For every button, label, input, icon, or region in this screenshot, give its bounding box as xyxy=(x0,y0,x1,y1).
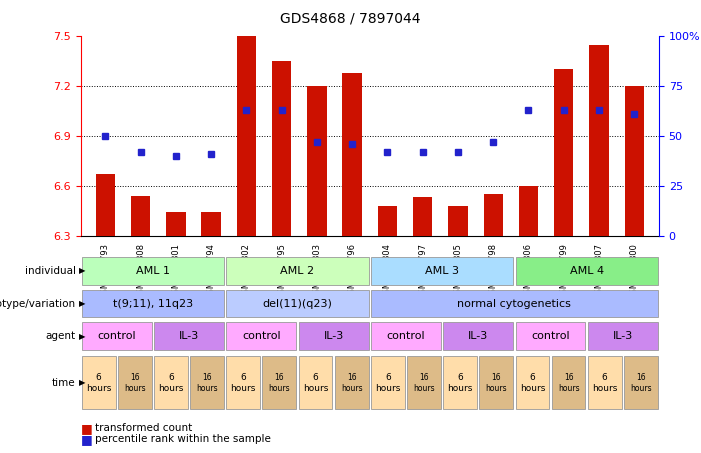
Text: 6
hours: 6 hours xyxy=(447,373,473,393)
Text: IL-3: IL-3 xyxy=(323,331,343,341)
Bar xyxy=(166,212,186,236)
Text: 6
hours: 6 hours xyxy=(592,373,618,393)
Text: GDS4868 / 7897044: GDS4868 / 7897044 xyxy=(280,11,421,25)
Text: IL-3: IL-3 xyxy=(613,331,633,341)
Bar xyxy=(588,356,622,410)
Text: AML 1: AML 1 xyxy=(136,266,170,276)
Bar xyxy=(371,356,404,410)
Text: control: control xyxy=(531,331,570,341)
Text: 6
hours: 6 hours xyxy=(158,373,184,393)
Text: normal cytogenetics: normal cytogenetics xyxy=(458,299,571,308)
Text: percentile rank within the sample: percentile rank within the sample xyxy=(95,434,271,444)
Text: ■: ■ xyxy=(81,433,93,446)
Text: time: time xyxy=(52,378,76,388)
Text: ▶: ▶ xyxy=(79,332,86,341)
Text: 6
hours: 6 hours xyxy=(375,373,400,393)
Text: t(9;11), 11q23: t(9;11), 11q23 xyxy=(113,299,193,308)
Bar xyxy=(625,86,644,236)
Bar xyxy=(343,73,362,236)
Bar xyxy=(272,61,292,236)
Text: 6
hours: 6 hours xyxy=(519,373,545,393)
Text: AML 2: AML 2 xyxy=(280,266,315,276)
Bar xyxy=(624,356,658,410)
Bar xyxy=(371,257,513,285)
Bar xyxy=(307,86,327,236)
Text: control: control xyxy=(97,331,136,341)
Bar xyxy=(554,69,573,236)
Text: 6
hours: 6 hours xyxy=(303,373,328,393)
Bar xyxy=(443,356,477,410)
Bar xyxy=(407,356,441,410)
Bar xyxy=(448,206,468,236)
Text: agent: agent xyxy=(46,331,76,341)
Bar xyxy=(226,322,297,350)
Text: ■: ■ xyxy=(81,422,93,434)
Text: AML 3: AML 3 xyxy=(425,266,459,276)
Bar xyxy=(335,356,369,410)
Text: 6
hours: 6 hours xyxy=(86,373,111,393)
Bar xyxy=(484,194,503,236)
Bar xyxy=(131,196,150,236)
Bar xyxy=(371,322,441,350)
Bar xyxy=(371,289,658,318)
Bar xyxy=(515,322,585,350)
Bar xyxy=(479,356,513,410)
Bar xyxy=(226,356,260,410)
Bar xyxy=(226,257,369,285)
Bar xyxy=(515,257,658,285)
Bar xyxy=(378,206,397,236)
Text: 16
hours: 16 hours xyxy=(341,373,362,393)
Bar xyxy=(154,322,224,350)
Text: IL-3: IL-3 xyxy=(179,331,199,341)
Bar xyxy=(118,356,151,410)
Text: 16
hours: 16 hours xyxy=(486,373,507,393)
Text: control: control xyxy=(387,331,426,341)
Text: 6
hours: 6 hours xyxy=(231,373,256,393)
Text: ▶: ▶ xyxy=(79,378,86,387)
Bar xyxy=(515,356,550,410)
Text: 16
hours: 16 hours xyxy=(630,373,652,393)
Text: 16
hours: 16 hours xyxy=(413,373,435,393)
Bar xyxy=(443,322,513,350)
Text: IL-3: IL-3 xyxy=(468,331,489,341)
Bar xyxy=(82,289,224,318)
Bar xyxy=(154,356,188,410)
Bar xyxy=(226,289,369,318)
Bar xyxy=(299,356,332,410)
Text: ▶: ▶ xyxy=(79,299,86,308)
Text: ▶: ▶ xyxy=(79,266,86,275)
Bar xyxy=(95,174,115,236)
Bar xyxy=(588,322,658,350)
Bar xyxy=(519,186,538,236)
Bar xyxy=(237,36,256,236)
Bar xyxy=(82,356,116,410)
Bar xyxy=(82,257,224,285)
Text: control: control xyxy=(242,331,280,341)
Text: individual: individual xyxy=(25,266,76,276)
Text: genotype/variation: genotype/variation xyxy=(0,299,76,308)
Text: 16
hours: 16 hours xyxy=(558,373,580,393)
Bar xyxy=(299,322,369,350)
Text: transformed count: transformed count xyxy=(95,423,192,433)
Bar xyxy=(190,356,224,410)
Text: 16
hours: 16 hours xyxy=(196,373,218,393)
Bar xyxy=(413,198,433,236)
Text: del(11)(q23): del(11)(q23) xyxy=(263,299,332,308)
Text: AML 4: AML 4 xyxy=(570,266,604,276)
Bar xyxy=(552,356,585,410)
Text: 16
hours: 16 hours xyxy=(268,373,290,393)
Text: 16
hours: 16 hours xyxy=(124,373,146,393)
Bar xyxy=(82,322,151,350)
Bar xyxy=(262,356,297,410)
Bar xyxy=(201,212,221,236)
Bar xyxy=(590,44,608,236)
